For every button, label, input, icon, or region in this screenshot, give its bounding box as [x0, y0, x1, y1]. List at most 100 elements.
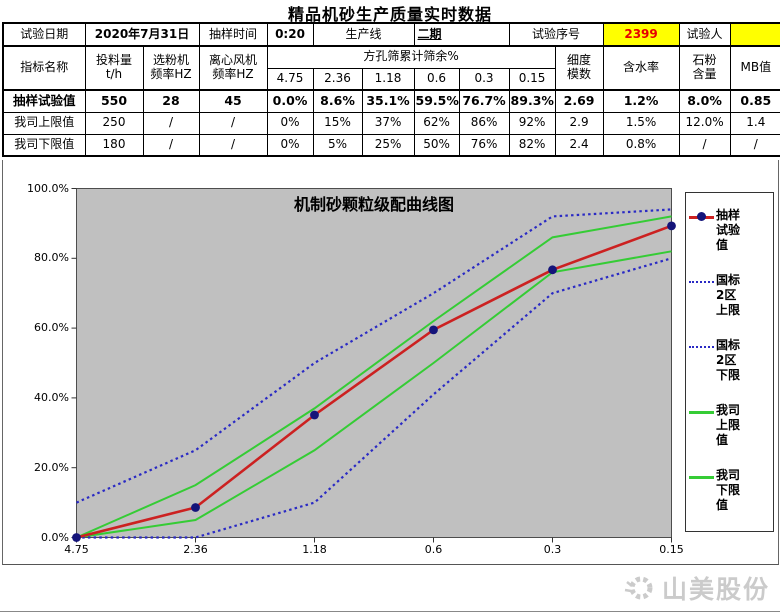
production-line-value[interactable]: 二期 — [413, 22, 510, 47]
test-date-value[interactable]: 2020年7月31日 — [84, 22, 200, 47]
row-label: 我司上限值 — [2, 111, 86, 135]
cell-value[interactable]: 35.1% — [361, 89, 415, 113]
table-row: 我司下限值 180//0% 5% 25% 50% 76% 82% 2.4 0.8% / / — [2, 133, 780, 157]
cell-value[interactable]: / — [142, 133, 200, 157]
cell-value[interactable]: 0% — [266, 133, 314, 157]
chart-legend: 抽样 试验 值国标 2区 上限 国标 2区 下限 我司 上限 值我司 下限 值 — [685, 192, 774, 532]
serial-number-value[interactable]: 2399 — [602, 22, 680, 47]
cell-value[interactable]: / — [142, 111, 200, 135]
cell-value[interactable]: 2.4 — [554, 133, 604, 157]
y-axis-tick-label: 60.0% — [34, 321, 69, 335]
sample-time-value[interactable]: 0:20 — [266, 22, 314, 47]
fan-freq-header: 离心风机 频率HZ — [198, 45, 268, 91]
cell-value[interactable]: 5% — [312, 133, 363, 157]
series-line-国标2区上限 — [76, 208, 672, 504]
watermark-text: 山美股份 — [661, 575, 770, 604]
cell-value[interactable]: 62% — [413, 111, 460, 135]
legend-entry-4: 我司 上限 值 — [689, 403, 770, 448]
data-point-marker — [310, 410, 319, 420]
cell-value[interactable]: 76.7% — [458, 89, 510, 113]
y-axis-tick-label: 80.0% — [34, 251, 69, 265]
data-point-marker — [429, 325, 438, 335]
sieve-size-header: 1.18 — [361, 67, 415, 91]
x-axis-tick-label: 4.75 — [64, 543, 89, 556]
chart-canvas — [71, 188, 676, 543]
sieve-size-header: 2.36 — [312, 67, 363, 91]
cell-value[interactable]: 92% — [508, 111, 556, 135]
cell-value[interactable]: 2.69 — [554, 89, 604, 113]
moisture-header: 含水率 — [602, 45, 680, 91]
sieve-size-header: 0.3 — [458, 67, 510, 91]
x-axis-tick-label: 0.15 — [659, 543, 684, 556]
legend-label: 我司 下限 值 — [716, 468, 741, 512]
cell-value[interactable]: 8.0% — [678, 89, 731, 113]
y-axis-tick-label: 40.0% — [34, 390, 69, 404]
page-title: 精品机砂生产质量实时数据 — [287, 5, 492, 24]
legend-entry-3: 国标 2区 下限 — [689, 338, 770, 383]
production-line-label: 生产线 — [312, 22, 415, 47]
stone-powder-header: 石粉 含量 — [678, 45, 731, 91]
cell-value[interactable]: 1.4 — [729, 111, 780, 135]
mb-value-header: MB值 — [729, 45, 780, 91]
plot-area — [76, 188, 672, 538]
x-axis-tick-label: 0.3 — [543, 543, 562, 556]
line-sample-icon — [689, 407, 714, 419]
header-row-1: 指标名称 投料量 t/h 选粉机 频率HZ 离心风机 频率HZ 方孔筛累计筛余%… — [2, 45, 780, 91]
data-point-marker — [191, 503, 200, 512]
legend-label: 国标 2区 下限 — [716, 338, 741, 382]
metric-name-header: 指标名称 — [2, 45, 86, 91]
cell-value[interactable]: 76% — [458, 133, 510, 157]
fineness-modulus-header: 细度 模数 — [554, 45, 604, 91]
data-point-marker — [667, 221, 676, 231]
legend-entry-5: 我司 下限 值 — [689, 468, 770, 513]
row-label: 抽样试验值 — [2, 89, 86, 113]
cell-value[interactable]: 550 — [84, 89, 144, 113]
cell-value[interactable]: 45 — [198, 89, 268, 113]
y-axis-tick-label: 100.0% — [27, 181, 69, 195]
cell-value[interactable]: 1.2% — [602, 89, 680, 113]
cell-value[interactable]: 0% — [266, 111, 314, 135]
cell-value[interactable]: 15% — [312, 111, 363, 135]
watermark: 山美股份 — [621, 570, 770, 606]
series-line-抽样试验值 — [76, 224, 672, 539]
header-row-2: 4.75 2.36 1.18 0.6 0.3 0.15 — [3, 67, 780, 91]
data-point-marker — [548, 265, 557, 275]
x-axis-tick-label: 1.18 — [302, 543, 327, 556]
sieve-group-header: 方孔筛累计筛余% — [266, 45, 556, 69]
sieve-size-header: 0.6 — [413, 67, 460, 91]
cell-value[interactable]: 89.3% — [508, 89, 556, 113]
x-axis-tick-label: 2.36 — [183, 543, 208, 556]
cell-value[interactable]: 50% — [413, 133, 460, 157]
cell-value[interactable]: 86% — [458, 111, 510, 135]
cell-value[interactable]: 2.9 — [554, 111, 604, 135]
feed-rate-header: 投料量 t/h — [84, 45, 144, 91]
cell-value[interactable]: / — [729, 133, 780, 157]
legend-label: 我司 上限 值 — [716, 403, 741, 447]
cell-value[interactable]: 82% — [508, 133, 556, 157]
cell-value[interactable]: / — [198, 111, 268, 135]
sample-time-label: 抽样时间 — [198, 22, 268, 47]
cell-value[interactable]: 0.0% — [266, 89, 314, 113]
cell-value[interactable]: 180 — [84, 133, 144, 157]
cell-value[interactable]: 250 — [84, 111, 144, 135]
cell-value[interactable]: 12.0% — [678, 111, 731, 135]
cell-value[interactable]: 25% — [361, 133, 415, 157]
y-axis-tick-label: 0.0% — [41, 530, 69, 544]
cell-value[interactable]: 0.85 — [729, 89, 780, 113]
cell-value[interactable]: 37% — [361, 111, 415, 135]
tester-label: 试验人 — [678, 22, 731, 47]
cell-value[interactable]: 0.8% — [602, 133, 680, 157]
tester-value[interactable] — [729, 22, 780, 47]
cell-value[interactable]: 28 — [142, 89, 200, 113]
cell-value[interactable]: 59.5% — [413, 89, 460, 113]
legend-label: 抽样 试验 值 — [716, 208, 741, 252]
legend-entry-2: 国标 2区 上限 — [689, 273, 770, 318]
line-sample-icon — [689, 212, 714, 224]
cell-value[interactable]: / — [198, 133, 268, 157]
legend-entry-1: 抽样 试验 值 — [689, 208, 770, 253]
cell-value[interactable]: 8.6% — [312, 89, 363, 113]
cell-value[interactable]: / — [678, 133, 731, 157]
dotted-line-sample-icon — [689, 342, 714, 354]
cell-value[interactable]: 1.5% — [602, 111, 680, 135]
